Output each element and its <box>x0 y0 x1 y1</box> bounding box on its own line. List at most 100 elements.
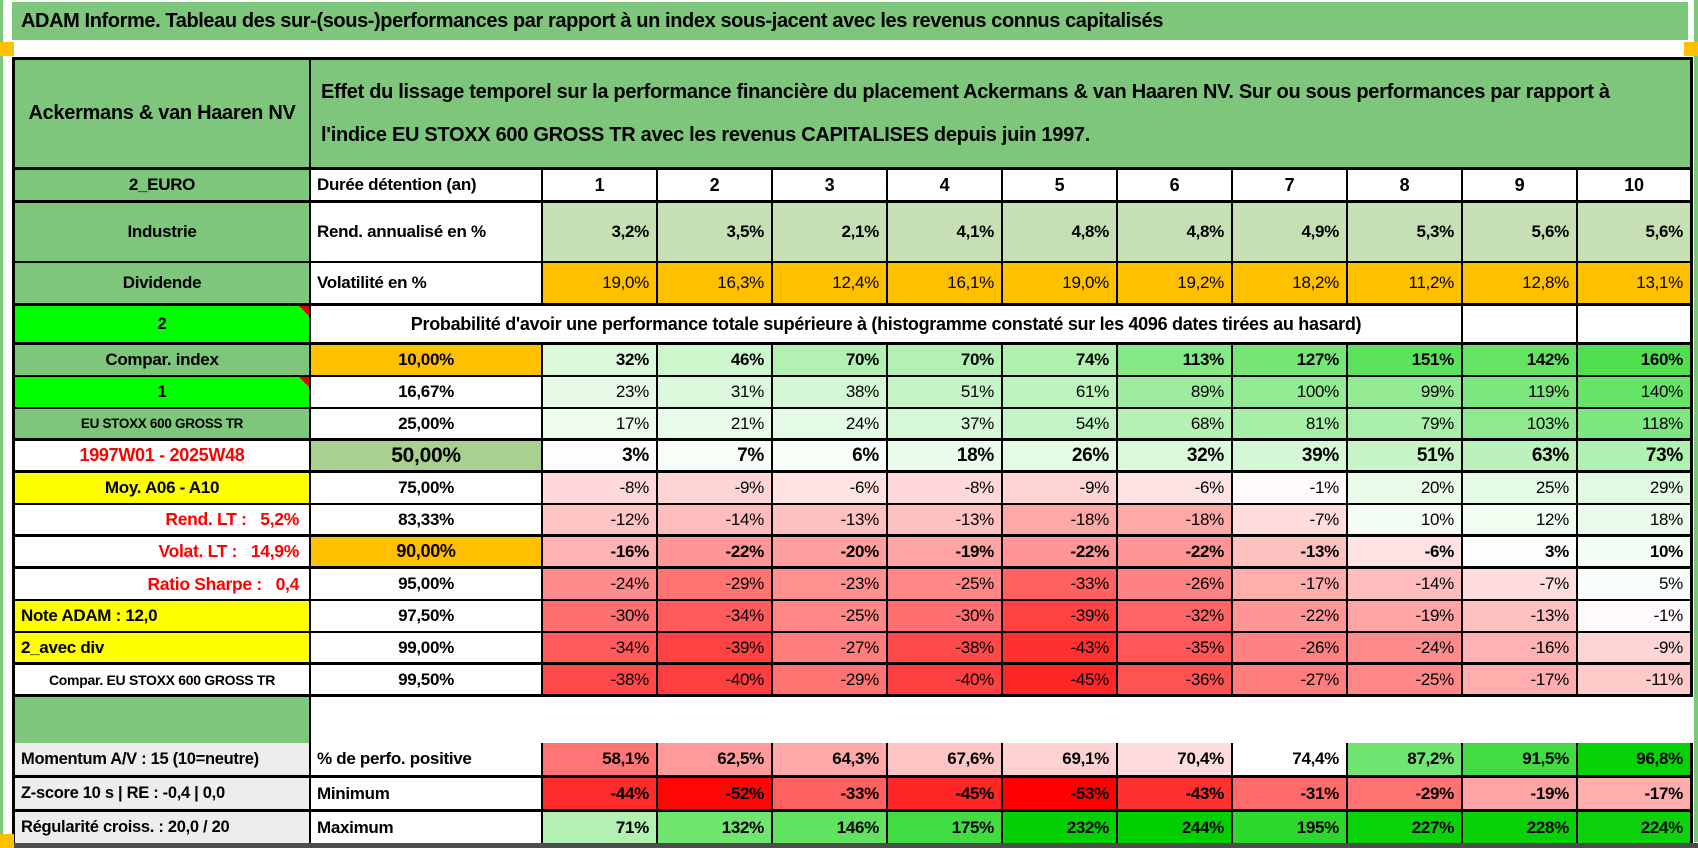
data-cell[interactable]: 10% <box>1578 537 1693 569</box>
data-cell[interactable]: 20% <box>1348 473 1463 505</box>
data-cell[interactable]: 4 <box>888 170 1003 203</box>
data-cell[interactable]: 2 <box>658 170 773 203</box>
data-cell[interactable]: 4,8% <box>1118 203 1233 263</box>
data-cell[interactable]: -13% <box>773 505 888 537</box>
row-maximum-key[interactable]: Maximum <box>311 812 543 846</box>
data-cell[interactable]: 99% <box>1348 377 1463 409</box>
data-cell[interactable]: 17% <box>543 409 658 441</box>
data-cell[interactable]: -7% <box>1463 569 1578 601</box>
data-cell[interactable]: 175% <box>888 812 1003 846</box>
data-cell[interactable]: -34% <box>658 601 773 633</box>
row-duration-key[interactable]: Durée détention (an) <box>311 170 543 203</box>
data-cell[interactable]: 51% <box>888 377 1003 409</box>
data-cell[interactable]: -39% <box>658 633 773 665</box>
data-cell[interactable]: -18% <box>1118 505 1233 537</box>
data-cell[interactable]: -53% <box>1003 778 1118 812</box>
row-maximum-label[interactable]: Régularité croiss. : 20,0 / 20 <box>15 812 311 846</box>
data-cell[interactable]: 19,0% <box>543 263 658 306</box>
data-cell[interactable]: 244% <box>1118 812 1233 846</box>
row-p975-label[interactable]: Note ADAM : 12,0 <box>15 601 311 633</box>
data-cell[interactable]: 132% <box>658 812 773 846</box>
data-cell[interactable]: 51% <box>1348 441 1463 473</box>
row-p50-key[interactable]: 50,00% <box>311 441 543 473</box>
data-cell[interactable]: 12,8% <box>1463 263 1578 306</box>
data-cell[interactable]: 32% <box>1118 441 1233 473</box>
data-cell[interactable]: 21% <box>658 409 773 441</box>
data-cell[interactable]: -19% <box>888 537 1003 569</box>
row-p10-label[interactable]: Compar. index <box>15 345 311 377</box>
data-cell[interactable]: 3,5% <box>658 203 773 263</box>
data-cell[interactable]: 4,9% <box>1233 203 1348 263</box>
data-cell[interactable]: -32% <box>1118 601 1233 633</box>
data-cell[interactable]: 96,8% <box>1578 743 1693 778</box>
data-cell[interactable]: -29% <box>658 569 773 601</box>
data-cell[interactable]: -14% <box>1348 569 1463 601</box>
row-p25-key[interactable]: 25,00% <box>311 409 543 441</box>
data-cell[interactable]: 4,8% <box>1003 203 1118 263</box>
data-cell[interactable]: 3 <box>773 170 888 203</box>
data-cell[interactable]: 6% <box>773 441 888 473</box>
data-cell[interactable]: -6% <box>1118 473 1233 505</box>
data-cell[interactable]: 2,1% <box>773 203 888 263</box>
data-cell[interactable]: 62,5% <box>658 743 773 778</box>
data-cell[interactable]: -20% <box>773 537 888 569</box>
row-positive-share-key[interactable]: % de perfo. positive <box>311 743 543 778</box>
data-cell[interactable]: 3,2% <box>543 203 658 263</box>
data-cell[interactable]: 113% <box>1118 345 1233 377</box>
data-cell[interactable]: 25% <box>1463 473 1578 505</box>
data-cell[interactable]: 140% <box>1578 377 1693 409</box>
data-cell[interactable]: 67,6% <box>888 743 1003 778</box>
data-cell[interactable]: 13,1% <box>1578 263 1693 306</box>
data-cell[interactable]: 18% <box>888 441 1003 473</box>
data-cell[interactable]: -34% <box>543 633 658 665</box>
data-cell[interactable]: 19,0% <box>1003 263 1118 306</box>
data-cell[interactable]: 118% <box>1578 409 1693 441</box>
data-cell[interactable]: 151% <box>1348 345 1463 377</box>
description-cell[interactable]: Effet du lissage temporel sur la perform… <box>311 60 1693 170</box>
data-cell[interactable]: 81% <box>1233 409 1348 441</box>
data-cell[interactable]: 5% <box>1578 569 1693 601</box>
data-cell[interactable]: -26% <box>1233 633 1348 665</box>
data-cell[interactable]: 195% <box>1233 812 1348 846</box>
probability-header-cell[interactable]: Probabilité d'avoir une performance tota… <box>311 306 1463 345</box>
data-cell[interactable]: -22% <box>658 537 773 569</box>
data-cell[interactable]: -27% <box>773 633 888 665</box>
row-p50-label[interactable]: 1997W01 - 2025W48 <box>15 441 311 473</box>
empty-cell[interactable] <box>1463 306 1578 345</box>
data-cell[interactable]: -25% <box>888 569 1003 601</box>
data-cell[interactable]: -38% <box>888 633 1003 665</box>
row-p10-key[interactable]: 10,00% <box>311 345 543 377</box>
row-p1667-label[interactable]: 1 <box>15 377 311 409</box>
data-cell[interactable]: 5 <box>1003 170 1118 203</box>
data-cell[interactable]: 46% <box>658 345 773 377</box>
data-cell[interactable]: -8% <box>888 473 1003 505</box>
data-cell[interactable]: -6% <box>1348 537 1463 569</box>
row-p90-label[interactable]: Volat. LT : 14,9% <box>15 537 311 569</box>
data-cell[interactable]: -35% <box>1118 633 1233 665</box>
row-p99-key[interactable]: 99,00% <box>311 633 543 665</box>
data-cell[interactable]: -14% <box>658 505 773 537</box>
data-cell[interactable]: 70% <box>888 345 1003 377</box>
row-duration-label[interactable]: 2_EURO <box>15 170 311 203</box>
data-cell[interactable]: -13% <box>888 505 1003 537</box>
data-cell[interactable]: 73% <box>1578 441 1693 473</box>
data-cell[interactable]: -1% <box>1233 473 1348 505</box>
data-cell[interactable]: 4,1% <box>888 203 1003 263</box>
data-cell[interactable]: 228% <box>1463 812 1578 846</box>
data-cell[interactable]: 89% <box>1118 377 1233 409</box>
data-cell[interactable]: 38% <box>773 377 888 409</box>
data-cell[interactable]: 127% <box>1233 345 1348 377</box>
data-cell[interactable]: -9% <box>1578 633 1693 665</box>
data-cell[interactable]: -22% <box>1233 601 1348 633</box>
data-cell[interactable]: -45% <box>888 778 1003 812</box>
data-cell[interactable]: -26% <box>1118 569 1233 601</box>
data-cell[interactable]: 18% <box>1578 505 1693 537</box>
data-cell[interactable]: 5,6% <box>1578 203 1693 263</box>
data-cell[interactable]: -17% <box>1233 569 1348 601</box>
row-p975-key[interactable]: 97,50% <box>311 601 543 633</box>
data-cell[interactable]: -9% <box>658 473 773 505</box>
data-cell[interactable]: 70% <box>773 345 888 377</box>
data-cell[interactable]: 9 <box>1463 170 1578 203</box>
data-cell[interactable]: 10 <box>1578 170 1693 203</box>
row-p95-label[interactable]: Ratio Sharpe : 0,4 <box>15 569 311 601</box>
